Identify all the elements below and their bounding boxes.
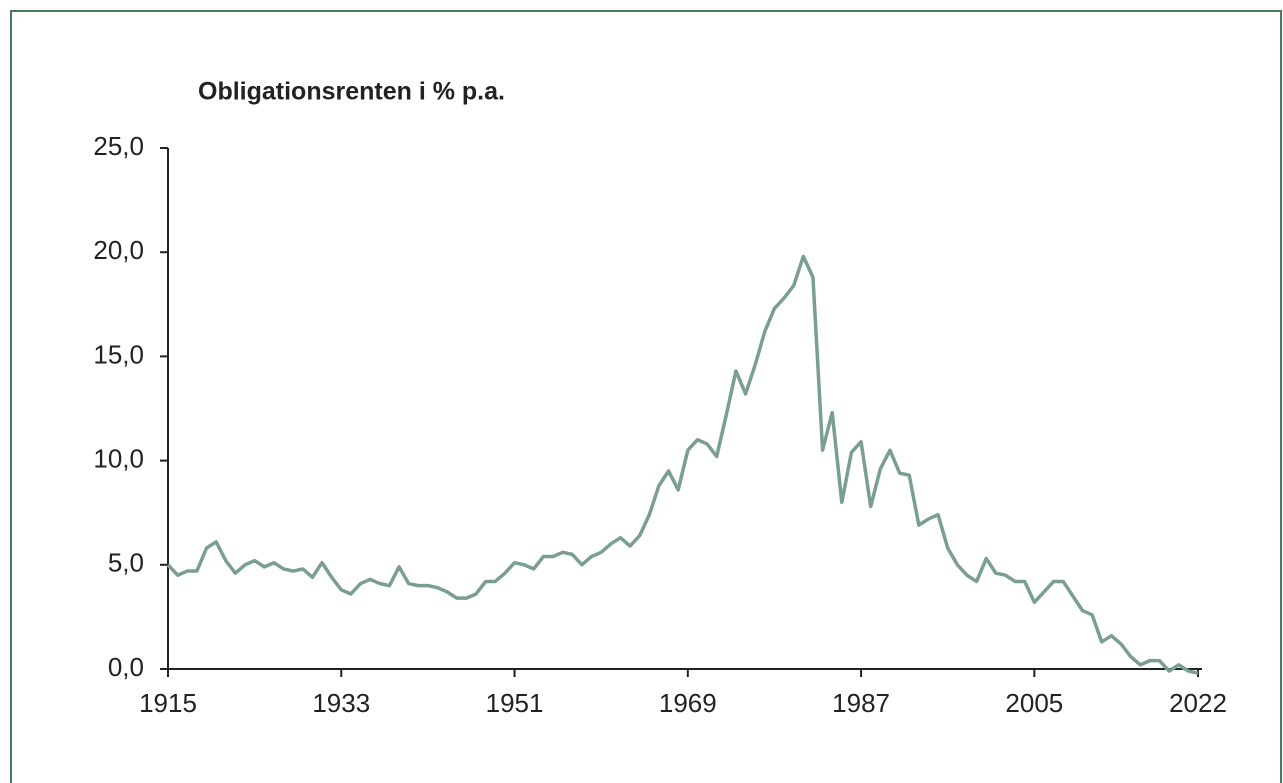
x-tick-label: 1951 (486, 688, 544, 718)
x-tick-label: 1987 (832, 688, 890, 718)
y-tick-label: 15,0 (93, 339, 144, 369)
x-tick-label: 1933 (312, 688, 370, 718)
data-line (166, 254, 1199, 675)
y-tick-label: 20,0 (93, 235, 144, 265)
x-tick-label: 1915 (139, 688, 197, 718)
x-tick-label: 2022 (1169, 688, 1227, 718)
x-tick-label: 2005 (1005, 688, 1063, 718)
y-tick-label: 10,0 (93, 443, 144, 473)
y-tick-label: 5,0 (108, 548, 144, 578)
y-tick-label: 0,0 (108, 652, 144, 682)
y-tick-label: 25,0 (93, 131, 144, 161)
x-tick-label: 1969 (659, 688, 717, 718)
chart-title: Obligationsrenten i % p.a. (198, 78, 505, 106)
frame (10, 10, 1282, 783)
